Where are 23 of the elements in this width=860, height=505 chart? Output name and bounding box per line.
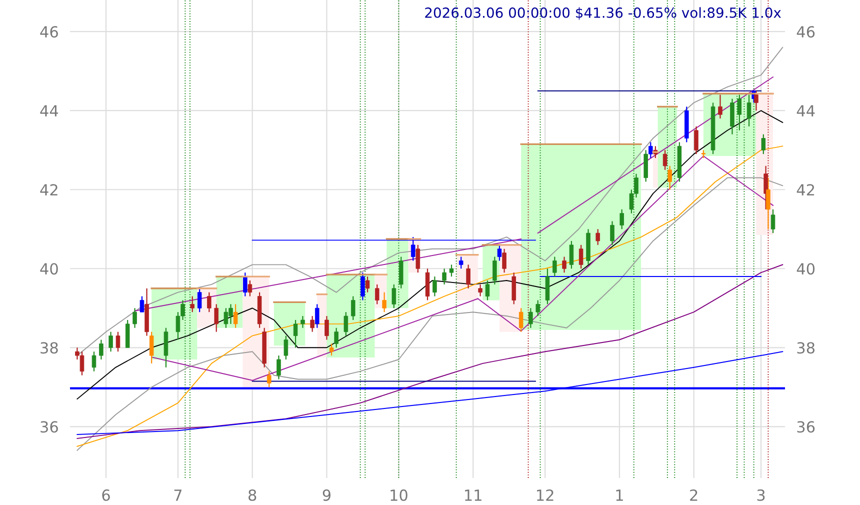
y-tick-label: 38 xyxy=(40,342,58,354)
y2-tick-label: 44 xyxy=(796,105,815,116)
y2-tick-label: 42 xyxy=(796,184,814,196)
y-tick-label: 40 xyxy=(40,263,58,275)
y-tick-label: 36 xyxy=(40,421,58,433)
x-tick-label: 3 xyxy=(757,489,765,501)
x-tick-label: 11 xyxy=(465,490,482,501)
y2-tick-label: 46 xyxy=(796,26,815,38)
y2-tick-label: 38 xyxy=(797,342,815,354)
y-tick-label: 44 xyxy=(40,105,58,116)
y2-tick-label: 36 xyxy=(797,421,815,433)
x-tick-label: 9 xyxy=(322,489,331,501)
chart-title: 2026.03.06 00:00:00 $41.36 -0.65% vol:89.5K 1.0x xyxy=(425,7,781,20)
x-tick-label: 1 xyxy=(616,490,623,501)
x-tick-label: 2 xyxy=(690,489,698,501)
x-tick-label: 6 xyxy=(102,489,110,501)
y-tick-label: 46 xyxy=(40,26,58,38)
y2-tick-label: 40 xyxy=(796,263,815,275)
x-tick-label: 7 xyxy=(174,490,182,501)
x-tick-label: 12 xyxy=(537,489,554,501)
y-tick-label: 42 xyxy=(40,184,58,196)
x-tick-label: 8 xyxy=(248,489,256,501)
x-tick-label: 10 xyxy=(390,489,408,501)
